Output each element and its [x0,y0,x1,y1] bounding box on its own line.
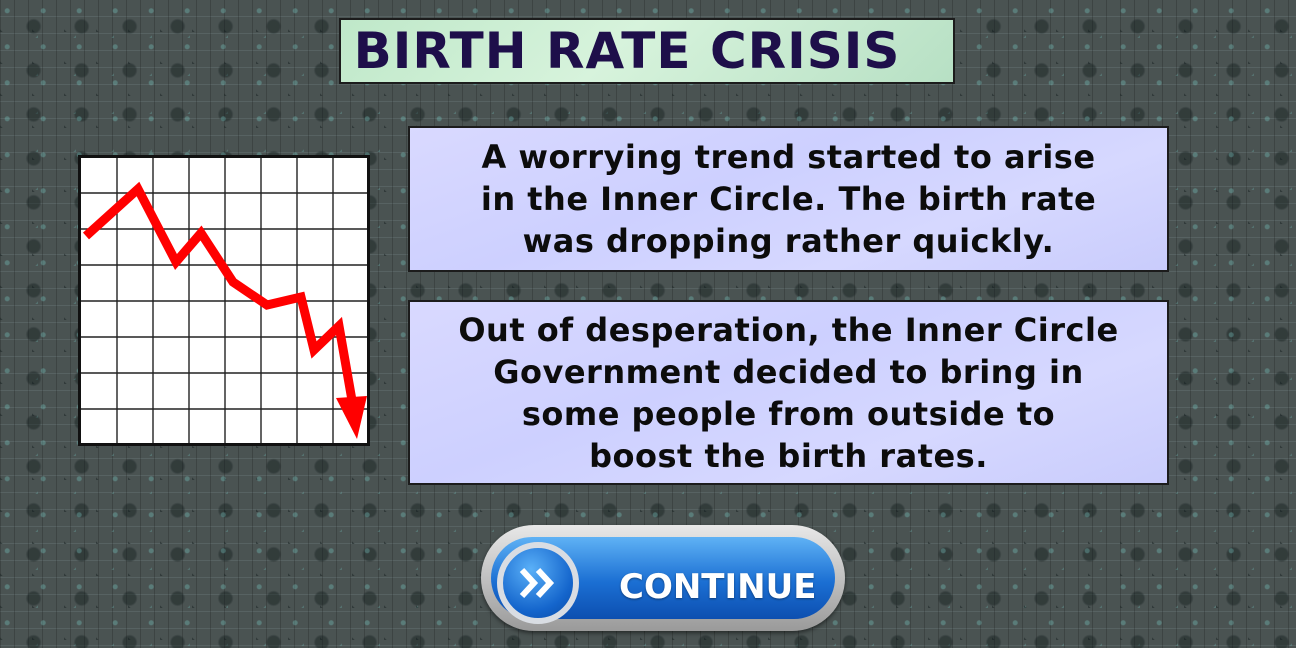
continue-button-body[interactable]: CONTINUE [491,537,835,624]
trend-arrowhead [336,396,367,439]
decision-text: Out of desperation, the Inner Circle Gov… [458,310,1119,475]
chevron-glyph [519,567,555,599]
decision-panel: Out of desperation, the Inner Circle Gov… [408,300,1169,485]
intro-text: A worrying trend started to arise in the… [480,138,1097,260]
title-banner: BIRTH RATE CRISIS [339,18,955,84]
intro-panel: A worrying trend started to arise in the… [408,126,1169,272]
chart-graphic [81,158,367,443]
continue-label[interactable]: CONTINUE [619,567,817,607]
declining-chart-icon [78,155,370,446]
page-title: BIRTH RATE CRISIS [353,22,901,80]
trend-line [82,181,358,407]
double-chevron-right-icon[interactable] [497,542,579,624]
continue-button[interactable]: CONTINUE [481,525,845,631]
